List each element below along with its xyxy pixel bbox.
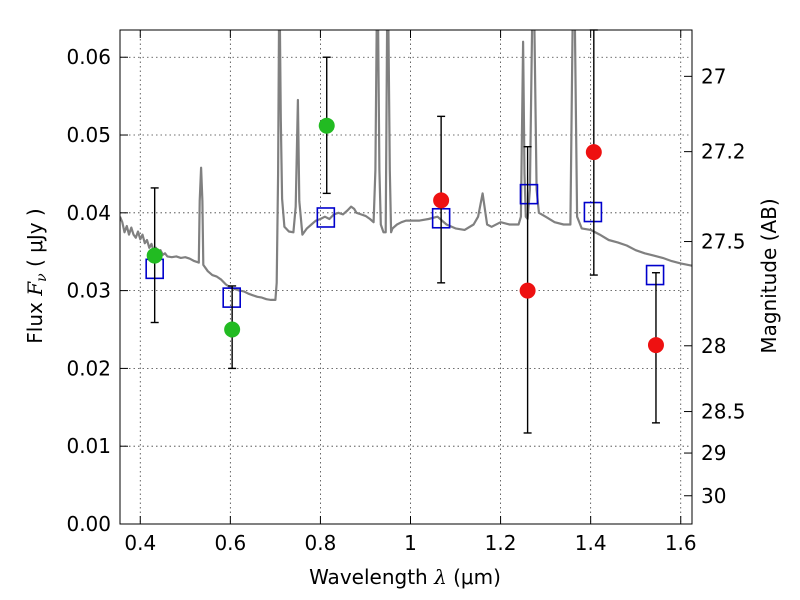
markers	[145, 29, 665, 434]
x-tick-label: 1.2	[485, 531, 517, 555]
y2-tick-label: 27	[701, 64, 726, 88]
model-square-marker	[519, 183, 539, 205]
plot-area	[120, 30, 692, 301]
detection-point	[318, 117, 335, 134]
x-tick-label: 1.6	[665, 531, 697, 555]
red-point	[585, 144, 602, 161]
y2-tick-label: 28	[701, 334, 726, 358]
template-spectrum-line	[120, 30, 692, 301]
y-tick-label: 0.04	[66, 201, 111, 225]
x-tick-label: 1	[404, 531, 417, 555]
y2-tick-label: 28.5	[701, 400, 746, 424]
grid	[120, 30, 692, 525]
plot-frame	[119, 29, 693, 525]
x-tick-label: 0.6	[214, 531, 246, 555]
red-point	[519, 282, 536, 299]
detection-point	[146, 247, 163, 264]
x-axis-title: Wavelength λ (μm)	[309, 565, 501, 589]
y2-tick-label: 29	[701, 441, 726, 465]
y2-axis-title: Magnitude (AB)	[757, 198, 781, 353]
model-square-marker	[583, 201, 603, 223]
model-square-marker	[645, 264, 665, 286]
red-point	[433, 192, 450, 209]
model-square-marker	[316, 207, 336, 228]
y-tick-label: 0.06	[66, 45, 111, 69]
y2-tick-label: 27.2	[701, 140, 746, 164]
detection-point	[224, 321, 241, 338]
red-point	[647, 337, 664, 354]
y-tick-label: 0.00	[66, 512, 111, 536]
x-tick-label: 0.4	[124, 531, 156, 555]
y-tick-label: 0.01	[66, 434, 111, 458]
x-tick-label: 0.8	[305, 531, 337, 555]
y-tick-label: 0.05	[66, 123, 111, 147]
y2-tick-label: 30	[701, 484, 726, 508]
y-tick-label: 0.03	[66, 279, 111, 303]
x-tick-label: 1.4	[575, 531, 607, 555]
y-axis-title: Flux Fν ( μJy )	[23, 208, 50, 343]
y-tick-label: 0.02	[66, 356, 111, 380]
axes: 0.4 0.6 0.8 1 1.2 1.4 1.6 0.00 0.01 0.02 0.03 0.04 0…	[66, 30, 746, 555]
y2-tick-label: 27.5	[701, 230, 746, 254]
